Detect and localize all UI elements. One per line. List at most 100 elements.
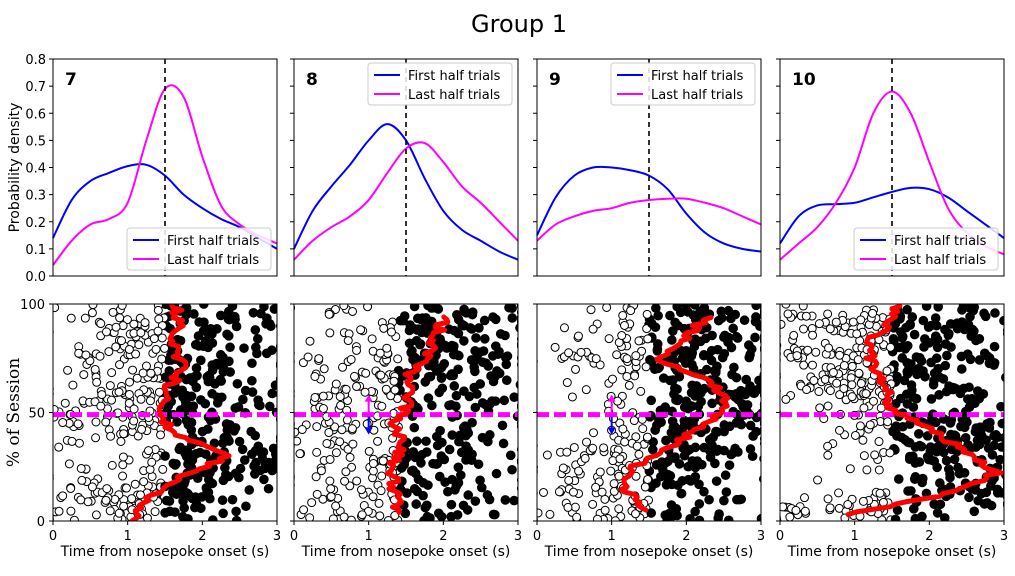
trial-dot-filled (464, 391, 475, 402)
trial-dot-open (122, 315, 132, 325)
trial-dot-open (114, 508, 124, 518)
trial-dot-open (781, 394, 791, 404)
trial-dot-filled (943, 464, 954, 474)
points-layer (53, 304, 277, 521)
trial-dot-open (377, 471, 387, 481)
trial-dot-filled (477, 432, 488, 443)
trial-dot-open (111, 322, 121, 332)
trial-dot-filled (969, 326, 979, 336)
trial-dot-open (850, 430, 860, 440)
trial-dot-open (614, 471, 624, 481)
points-layer (780, 304, 1004, 521)
trial-dot-filled (170, 388, 180, 398)
trial-dot-filled (689, 304, 700, 310)
trial-dot-filled (435, 425, 445, 436)
trial-dot-filled (739, 315, 750, 326)
trial-dot-filled (1002, 473, 1004, 480)
trial-dot-filled (731, 331, 742, 342)
trial-dot-open (294, 421, 295, 427)
trial-dot-filled (222, 329, 232, 340)
trial-dot-open (130, 479, 140, 489)
trial-dot-filled (901, 389, 912, 400)
trial-dot-filled (759, 304, 761, 311)
trial-dot-open (828, 367, 838, 377)
trial-dot-open (624, 380, 634, 390)
trial-dot-open (129, 319, 139, 329)
trial-dot-open (352, 345, 362, 355)
trial-dot-filled (759, 324, 761, 331)
trial-dot-open (117, 304, 127, 310)
trial-dot-filled (663, 469, 673, 480)
trial-dot-open (614, 504, 624, 514)
trial-dot-filled (989, 341, 1000, 352)
trial-dot-filled (454, 350, 464, 361)
trial-dot-open (124, 344, 134, 354)
trial-dot-open (595, 360, 605, 370)
trial-dot-filled (215, 350, 226, 360)
trial-dot-open (375, 511, 385, 521)
trial-dot-open (562, 378, 572, 388)
trial-dot-open (823, 309, 833, 319)
trial-dot-open (105, 381, 115, 391)
trial-dot-filled (706, 345, 717, 356)
trial-dot-open (63, 365, 73, 375)
trial-dot-filled (711, 476, 722, 486)
trial-dot-filled (652, 344, 663, 354)
trial-dot-open (326, 484, 336, 494)
trial-dot-filled (1002, 467, 1004, 474)
trial-dot-filled (212, 392, 223, 403)
trial-dot-open (571, 364, 581, 374)
trial-dot-filled (408, 447, 419, 457)
trial-dot-open (373, 436, 383, 446)
trial-dot-open (142, 513, 152, 521)
trial-dot-filled (395, 315, 406, 326)
trial-dot-open (626, 306, 636, 316)
trial-dot-open (124, 398, 134, 408)
trial-dot-filled (759, 412, 761, 419)
trial-dot-open (66, 483, 76, 493)
trial-dot-open (346, 515, 356, 521)
trial-dot-filled (247, 358, 257, 369)
trial-dot-filled (181, 405, 192, 415)
trial-dot-open (87, 482, 97, 492)
trial-dot-open (588, 428, 598, 438)
trial-dot-open (348, 306, 358, 316)
trial-dot-filled (903, 437, 913, 447)
trial-dot-open (643, 474, 653, 484)
axes-frame (536, 58, 762, 277)
trial-dot-filled (968, 305, 978, 316)
trial-dot-open (305, 513, 315, 521)
trial-dot-open (157, 333, 167, 343)
trial-dot-filled (501, 375, 512, 386)
trial-dot-open (325, 454, 335, 464)
trial-dot-open (580, 453, 590, 463)
trial-dot-filled (753, 384, 761, 395)
trial-dot-filled (516, 402, 518, 409)
trial-dot-filled (1002, 489, 1004, 496)
density-curve-first-half (536, 165, 762, 253)
trial-dot-filled (454, 436, 464, 447)
trial-dot-filled (252, 334, 263, 344)
trial-dot-filled (984, 423, 995, 433)
trial-dot-filled (183, 419, 194, 430)
trial-dot-filled (685, 514, 695, 521)
trial-dot-filled (902, 399, 913, 409)
trial-dot-filled (516, 446, 518, 453)
trial-dot-filled (275, 438, 277, 445)
trial-dot-open (780, 324, 781, 330)
trial-dot-open (845, 464, 855, 474)
trial-dot-open (69, 515, 79, 521)
trial-dot-open (856, 315, 866, 325)
trial-dot-filled (224, 356, 234, 367)
trial-dot-filled (650, 425, 660, 435)
trial-dot-open (118, 471, 128, 481)
trial-dot-open (537, 358, 538, 364)
trial-dot-filled (449, 381, 460, 391)
trial-dot-open (357, 510, 367, 520)
trial-dot-open (638, 424, 648, 434)
y-tick-label: 0.6 (25, 107, 46, 122)
trial-dot-filled (759, 419, 761, 426)
trial-dot-open (121, 483, 131, 493)
arrow-down-head (364, 427, 373, 435)
trial-dot-filled (1002, 491, 1004, 498)
